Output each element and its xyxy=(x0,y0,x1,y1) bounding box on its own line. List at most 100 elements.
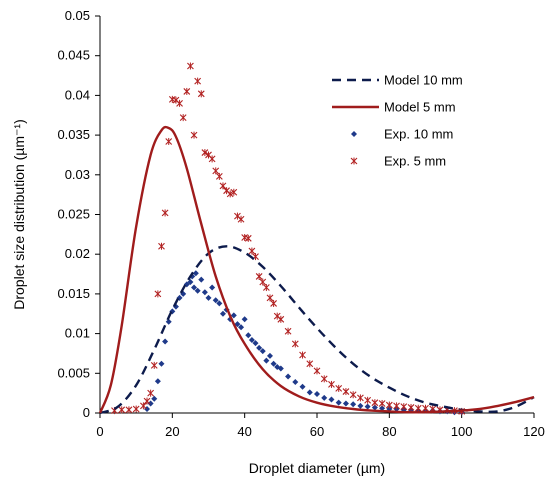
data-point-exp-5mm xyxy=(226,190,234,198)
data-point-exp-10mm xyxy=(151,395,158,402)
data-point-exp-10mm xyxy=(147,400,154,407)
data-point-exp-10mm xyxy=(198,276,205,283)
data-point-exp-5mm xyxy=(230,188,238,196)
y-tick-label: 0.005 xyxy=(57,365,90,380)
y-tick-label: 0.05 xyxy=(65,8,90,23)
y-tick-label: 0.01 xyxy=(65,326,90,341)
legend-swatch-exp-10mm xyxy=(351,131,357,137)
legend-label: Exp. 5 mm xyxy=(384,154,446,169)
data-point-exp-10mm xyxy=(230,312,237,319)
data-point-exp-5mm xyxy=(143,397,151,405)
data-point-exp-10mm xyxy=(162,338,169,345)
data-point-exp-5mm xyxy=(158,242,165,250)
data-point-exp-5mm xyxy=(244,234,252,242)
data-point-exp-5mm xyxy=(215,172,223,180)
data-point-exp-10mm xyxy=(328,396,335,403)
data-point-exp-10mm xyxy=(154,378,161,385)
data-point-exp-5mm xyxy=(385,401,393,409)
data-point-exp-5mm xyxy=(259,278,267,286)
data-point-exp-5mm xyxy=(165,137,173,145)
data-point-exp-10mm xyxy=(292,379,299,386)
y-tick-label: 0.045 xyxy=(57,48,90,63)
y-tick-label: 0 xyxy=(83,405,90,420)
data-point-exp-5mm xyxy=(190,131,198,139)
series-exp-5mm xyxy=(111,62,466,415)
data-point-exp-10mm xyxy=(350,401,357,408)
data-point-exp-10mm xyxy=(277,365,284,372)
data-point-exp-5mm xyxy=(147,389,155,397)
data-point-exp-5mm xyxy=(320,375,328,383)
data-point-exp-5mm xyxy=(422,404,429,412)
data-point-exp-5mm xyxy=(378,399,386,407)
data-point-exp-5mm xyxy=(371,399,379,407)
y-tick-label: 0.03 xyxy=(65,167,90,182)
legend-label: Exp. 10 mm xyxy=(384,127,453,142)
data-point-exp-10mm xyxy=(299,383,306,390)
data-point-exp-10mm xyxy=(357,402,364,409)
x-tick-label: 120 xyxy=(523,424,545,439)
data-point-exp-5mm xyxy=(176,99,183,107)
data-point-exp-5mm xyxy=(306,360,314,368)
data-point-exp-5mm xyxy=(291,340,299,348)
data-point-exp-5mm xyxy=(201,149,209,157)
data-point-exp-5mm xyxy=(248,247,256,255)
y-tick-label: 0.025 xyxy=(57,207,90,222)
legend: Model 10 mm Model 5 mm Exp. 10 mm Exp. 5 mm xyxy=(332,73,463,169)
data-point-exp-10mm xyxy=(205,294,212,301)
data-point-exp-5mm xyxy=(223,187,230,195)
data-point-exp-5mm xyxy=(270,299,277,307)
y-tick-label: 0.02 xyxy=(65,246,90,261)
data-point-exp-10mm xyxy=(245,332,252,339)
series-layer xyxy=(98,62,535,416)
data-point-exp-10mm xyxy=(379,405,386,412)
data-point-exp-10mm xyxy=(321,394,328,401)
data-point-exp-10mm xyxy=(306,389,313,396)
series-exp-10mm xyxy=(144,270,465,416)
data-point-exp-5mm xyxy=(183,87,191,95)
data-point-exp-5mm xyxy=(273,312,281,320)
data-point-exp-10mm xyxy=(201,289,208,296)
data-point-exp-5mm xyxy=(407,403,415,411)
data-point-exp-10mm xyxy=(335,399,342,406)
data-point-exp-10mm xyxy=(209,284,216,291)
data-point-exp-5mm xyxy=(299,351,306,359)
data-point-exp-10mm xyxy=(263,357,270,364)
x-tick-label: 0 xyxy=(96,424,103,439)
data-point-exp-5mm xyxy=(208,155,216,163)
x-tick-label: 80 xyxy=(382,424,396,439)
data-point-exp-10mm xyxy=(256,344,263,351)
data-point-exp-5mm xyxy=(277,315,285,323)
legend-item: Model 10 mm xyxy=(332,73,463,88)
legend-item: Exp. 5 mm xyxy=(350,154,446,169)
data-point-exp-10mm xyxy=(216,300,223,307)
data-point-exp-5mm xyxy=(262,284,270,292)
data-point-exp-5mm xyxy=(161,209,169,217)
x-tick-label: 40 xyxy=(237,424,251,439)
data-point-exp-5mm xyxy=(342,388,350,396)
legend-item: Exp. 10 mm xyxy=(351,127,453,142)
data-point-exp-10mm xyxy=(364,403,371,410)
data-point-exp-5mm xyxy=(179,114,187,122)
x-tick-label: 100 xyxy=(451,424,473,439)
legend-label: Model 5 mm xyxy=(384,100,456,115)
data-point-exp-10mm xyxy=(252,340,259,347)
data-point-exp-10mm xyxy=(194,287,201,294)
data-point-exp-5mm xyxy=(187,62,194,70)
data-point-exp-10mm xyxy=(314,390,320,397)
data-point-exp-10mm xyxy=(241,316,248,323)
data-point-exp-5mm xyxy=(255,272,263,280)
data-point-exp-10mm xyxy=(270,360,277,367)
data-point-exp-5mm xyxy=(194,77,202,85)
data-point-exp-10mm xyxy=(238,324,245,331)
data-point-exp-5mm xyxy=(118,406,126,414)
data-point-exp-5mm xyxy=(140,402,147,410)
data-point-exp-10mm xyxy=(158,360,165,367)
data-point-exp-5mm xyxy=(357,394,364,402)
data-point-exp-5mm xyxy=(364,396,372,404)
data-point-exp-10mm xyxy=(285,373,292,380)
series-model-5mm-line xyxy=(98,125,535,414)
y-axis-label: Droplet size distribution (µm⁻¹) xyxy=(11,119,27,310)
y-tick-label: 0.015 xyxy=(57,286,90,301)
data-point-exp-5mm xyxy=(335,384,343,392)
